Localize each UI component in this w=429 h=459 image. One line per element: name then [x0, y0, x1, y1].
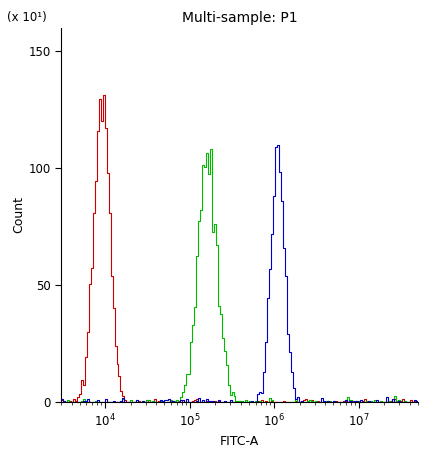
Text: (x 10¹): (x 10¹)	[7, 11, 47, 24]
X-axis label: FITC-A: FITC-A	[220, 435, 259, 448]
Title: Multi-sample: P1: Multi-sample: P1	[181, 11, 297, 25]
Y-axis label: Count: Count	[12, 196, 26, 234]
